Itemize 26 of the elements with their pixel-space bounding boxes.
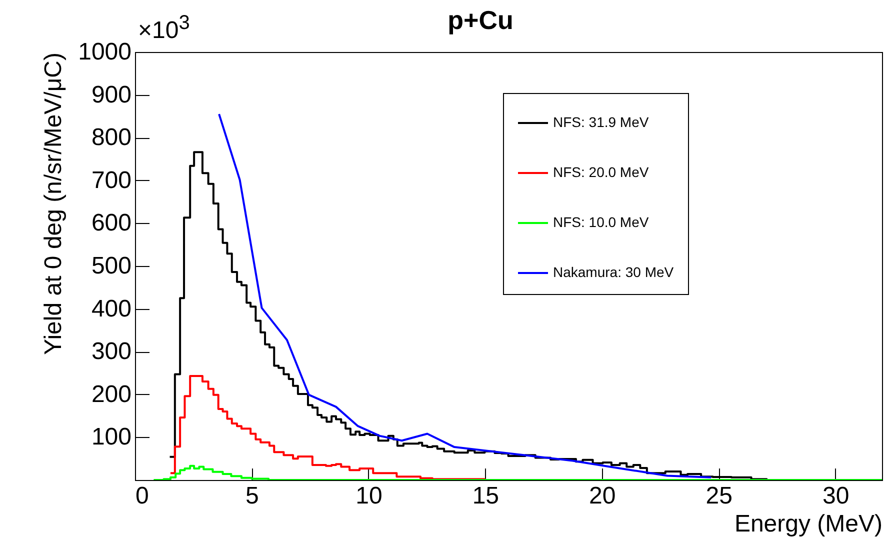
y-tick-label: 700 bbox=[91, 166, 132, 194]
y-tick-label: 800 bbox=[91, 124, 132, 152]
y-tick-label: 400 bbox=[91, 295, 132, 322]
y-tick-label: 300 bbox=[91, 338, 132, 366]
x-tick-label: 15 bbox=[472, 482, 500, 510]
x-axis-title: Energy (MeV) bbox=[734, 510, 882, 538]
text: ×10$^{3}$ bbox=[138, 12, 190, 45]
legend-label: NFS: 10.0 MeV bbox=[553, 214, 650, 230]
y-axis-title: Yield at 0 deg (n/sr/MeV/μC) bbox=[40, 52, 68, 355]
legend-label: NFS: 31.9 MeV bbox=[553, 114, 650, 130]
legend-label: NFS: 20.0 MeV bbox=[553, 164, 650, 180]
x-tick-label: 30 bbox=[822, 482, 850, 510]
x-tick-label: 10 bbox=[356, 482, 382, 510]
x-tick-label: 5 bbox=[246, 482, 259, 510]
y-tick-label: 200 bbox=[91, 380, 132, 408]
y-tick-label: 100 bbox=[91, 424, 132, 451]
y-tick-label: 900 bbox=[91, 81, 132, 108]
x-tick-label: 0 bbox=[136, 482, 149, 510]
line-series bbox=[218, 113, 712, 478]
x-tick-label: 20 bbox=[589, 482, 616, 510]
y-tick-label: 500 bbox=[91, 252, 132, 280]
legend-label: Nakamura: 30 MeV bbox=[553, 264, 674, 280]
y-tick-label: 600 bbox=[91, 210, 132, 237]
chart-title: p+Cu bbox=[448, 5, 514, 35]
x-tick-label: 25 bbox=[706, 482, 732, 510]
y-tick-label: 1000 bbox=[78, 38, 132, 66]
